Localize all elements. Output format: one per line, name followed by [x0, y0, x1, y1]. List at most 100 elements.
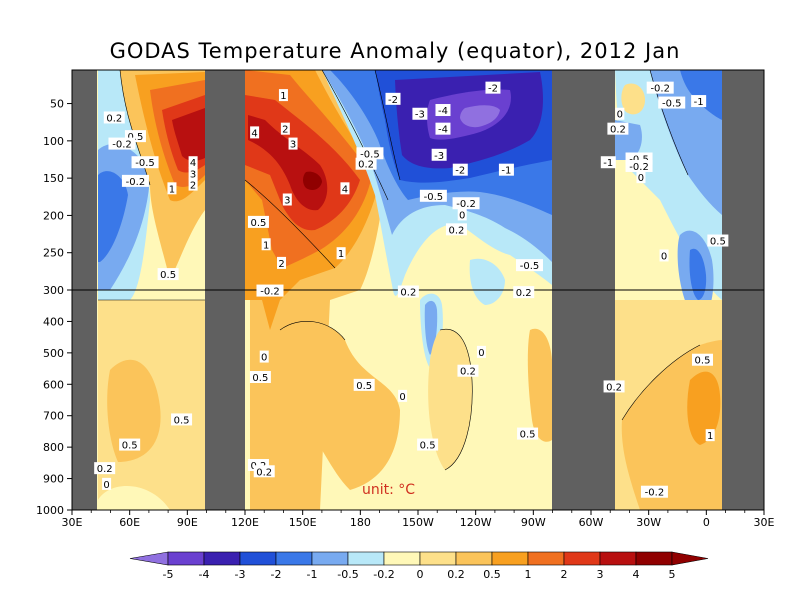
contour-label: -0.5 — [520, 261, 540, 272]
contour-label: 0 — [103, 480, 109, 491]
y-tick-label: 250 — [43, 247, 64, 260]
colorbar-label: 0.2 — [447, 568, 465, 581]
colorbar-swatch — [455, 551, 493, 566]
contour-label-box — [250, 126, 260, 139]
contour-label-box — [625, 159, 653, 172]
contour-label: -0.2 — [629, 162, 649, 173]
colorbar-swatch — [239, 551, 277, 566]
contour-label-box — [340, 182, 350, 195]
colorbar-swatch — [275, 551, 313, 566]
contour-label: 1 — [280, 91, 286, 102]
contour-label-box — [121, 174, 149, 187]
y-tick-label: 100 — [43, 135, 64, 148]
contour-label: -0.2 — [112, 140, 132, 151]
contour-label: 0.5 — [520, 430, 536, 441]
contour-label-box — [603, 380, 625, 393]
colorbar-label: -1 — [307, 568, 318, 581]
contour-label-box — [476, 345, 486, 358]
contour-label: 0 — [617, 110, 623, 121]
contour-label-box — [659, 249, 669, 262]
y-tick-label: 150 — [43, 172, 64, 185]
colorbar-swatch — [599, 551, 637, 566]
contour-label-box — [261, 238, 271, 251]
contour-label: 3 — [290, 140, 296, 151]
colorbar-swatch — [383, 551, 421, 566]
region-0.5-deep — [279, 321, 400, 490]
contour-lines — [98, 70, 701, 471]
contour-label-box — [691, 353, 713, 366]
contour-label: 2 — [190, 181, 196, 192]
colorbar-label: 4 — [633, 568, 640, 581]
y-tick-label: 1000 — [36, 504, 64, 517]
region-neg0.5-deep1 — [424, 300, 438, 355]
contour-label: 1 — [707, 431, 713, 442]
contour-label-box — [513, 286, 535, 299]
colorbar: -5 -4 -3 -2 -1 -0.5 -0.2 0 0.2 0.5 1 2 3 4 5 — [129, 551, 709, 581]
contour-label-box — [452, 163, 468, 176]
contour-label: 2 — [282, 125, 288, 136]
contour-label-box — [435, 122, 451, 135]
x-tick-label: 30E — [62, 516, 83, 529]
colorbar-label: 3 — [597, 568, 604, 581]
contour-label-box — [247, 215, 269, 228]
colorbar-label: 5 — [669, 568, 676, 581]
colorbar-swatch — [419, 551, 457, 566]
y-tick-label: 300 — [43, 284, 64, 297]
contour-label: 0.5 — [251, 218, 267, 229]
region-0.5-b — [107, 359, 161, 462]
contour-label-box — [517, 427, 539, 440]
chart-title: GODAS Temperature Anomaly (equator), 201… — [110, 39, 681, 63]
colorbar-swatch — [635, 551, 673, 566]
contour-label: 0.5 — [252, 373, 268, 384]
region-0.5-deep-east — [527, 328, 552, 442]
y-tick-label: 500 — [43, 347, 64, 360]
contour-label: -2 — [388, 95, 398, 106]
contour-label-box — [353, 378, 375, 391]
colorbar-swatch — [527, 551, 565, 566]
contour-label-box — [498, 163, 514, 176]
contour-label-box — [705, 429, 715, 442]
contour-label: 2 — [278, 259, 284, 270]
contour-label-box — [157, 268, 179, 281]
contour-label-box — [445, 223, 467, 236]
contour-label: -0.2 — [456, 199, 476, 210]
contour-label-box — [691, 95, 707, 108]
region-4-indian — [172, 108, 205, 161]
unit-label: unit: °C — [362, 482, 415, 498]
contour-label-box — [188, 167, 198, 180]
colorbar-label: -4 — [199, 568, 210, 581]
contour-label: -1 — [694, 97, 704, 108]
region-5-pacific — [303, 171, 322, 190]
contour-label-box — [188, 178, 198, 191]
contour-label: -1 — [501, 166, 511, 177]
region-1-atl-deep — [687, 371, 721, 445]
contour-label: 0.5 — [122, 441, 138, 452]
contour-label: 4 — [190, 158, 196, 169]
contour-label: 3 — [284, 196, 290, 207]
contour-label: 0.2 — [358, 160, 374, 171]
colorbar-swatch — [167, 551, 205, 566]
contour-label: 0 — [661, 251, 667, 262]
colorbar-label: -0.2 — [373, 568, 394, 581]
y-tick-label: 800 — [43, 441, 64, 454]
contour-label-box — [600, 156, 616, 169]
x-tick-label: 120W — [460, 516, 492, 529]
contour-label-box — [398, 389, 408, 402]
y-axis: 50 100 150 200 250 300 400 500 600 700 800 900 1000 — [36, 98, 72, 517]
contour-label: 0 — [478, 348, 484, 359]
contour-label-box — [452, 197, 480, 210]
contour-label-box — [277, 256, 287, 269]
contour-label-box — [103, 111, 125, 124]
contour-label: 0.2 — [448, 225, 464, 236]
x-tick-label: 150E — [289, 516, 317, 529]
contour-label-box — [457, 364, 479, 377]
x-tick-label: 90E — [177, 516, 198, 529]
contour-label: 0.5 — [160, 270, 176, 281]
contour-label-box — [108, 137, 136, 150]
contour-label-box — [397, 285, 419, 298]
contour-label-box — [355, 157, 377, 170]
contour-label: 0.5 — [174, 415, 190, 426]
contour-label-box — [167, 182, 177, 195]
region-0.2-deep-east — [428, 329, 473, 470]
y-tick-label: 50 — [50, 98, 64, 111]
